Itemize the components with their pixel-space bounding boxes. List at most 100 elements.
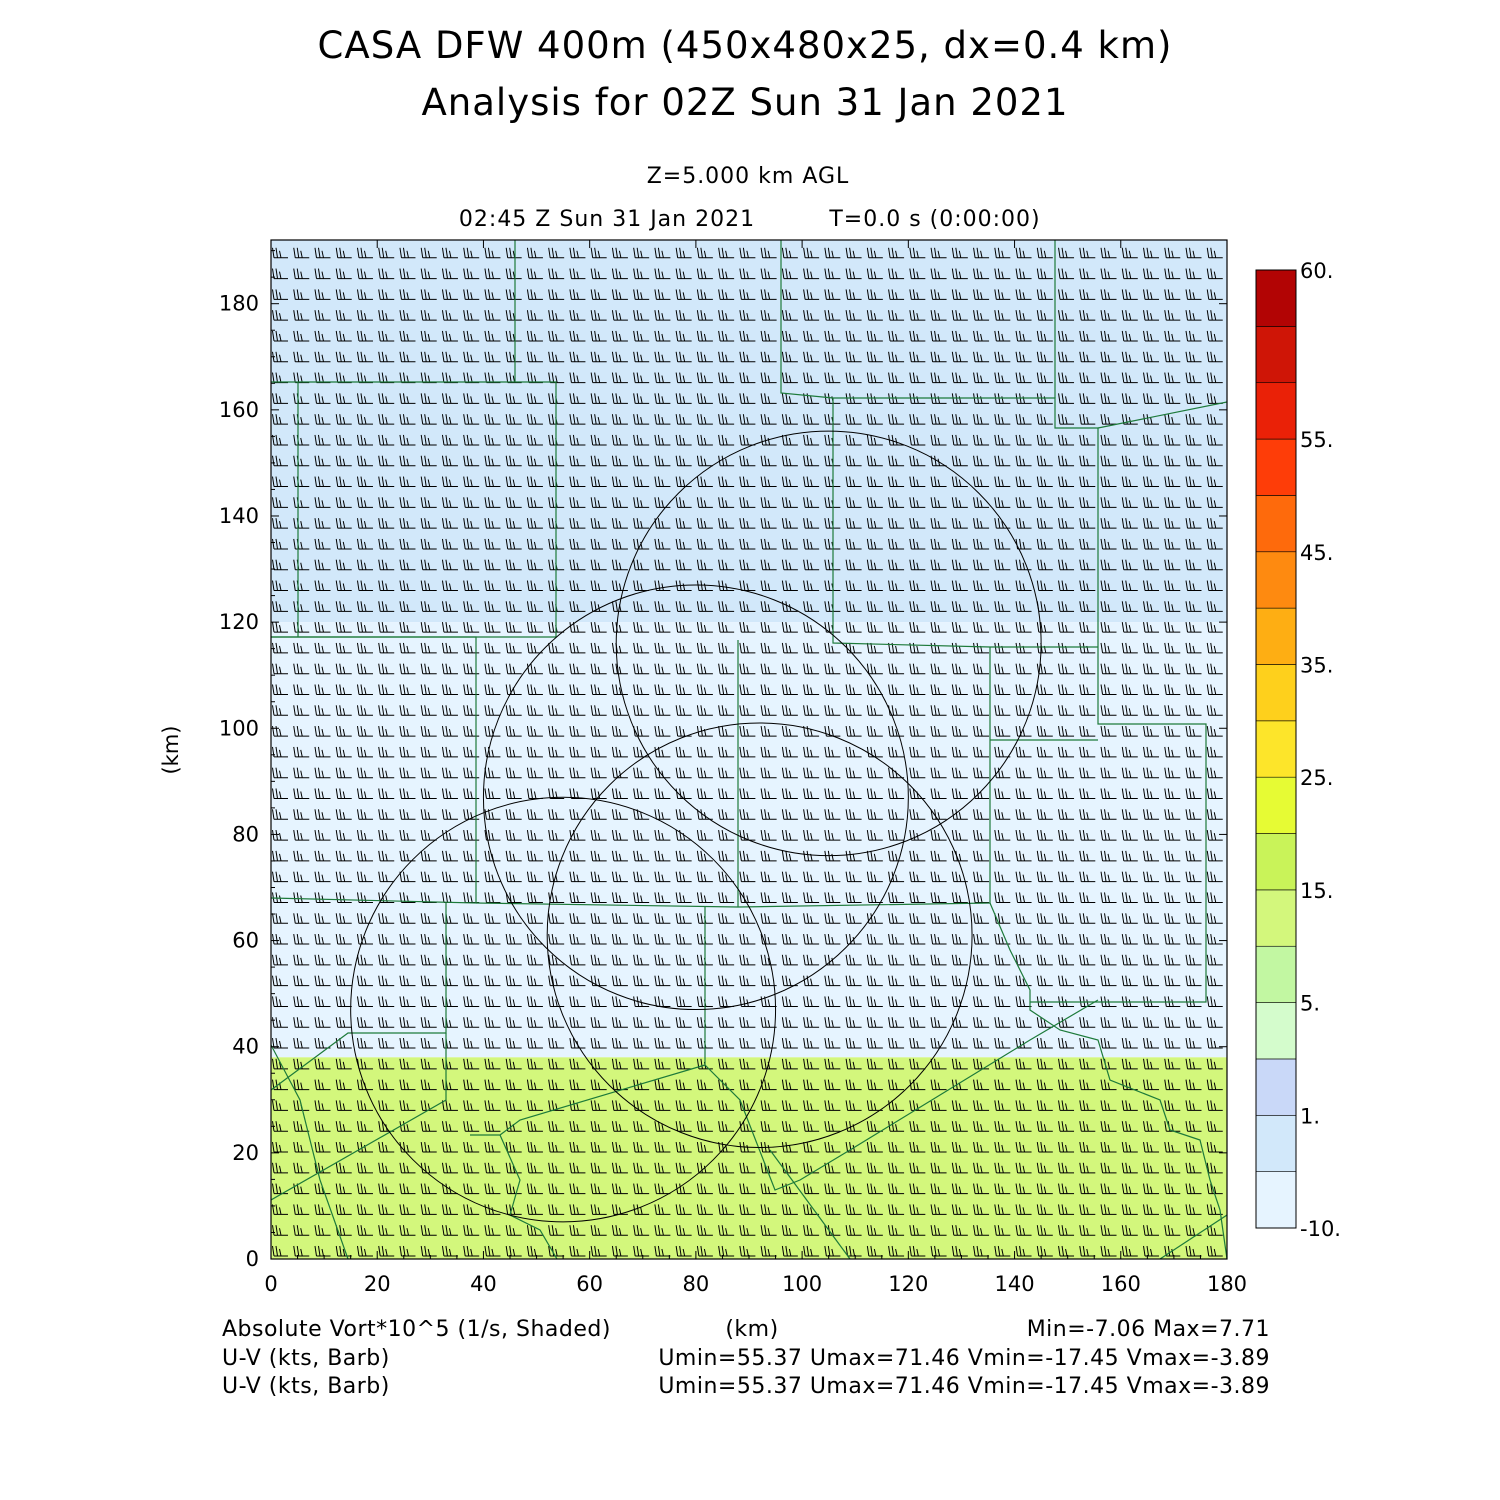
wind-barb — [463, 414, 480, 425]
wind-barb — [526, 1162, 543, 1174]
wind-barb — [1185, 497, 1202, 508]
wind-barb — [951, 1121, 968, 1132]
wind-barb — [293, 1183, 310, 1195]
wind-barb — [909, 892, 926, 903]
wind-barb — [1058, 351, 1075, 363]
wind-barb — [590, 1183, 607, 1195]
wind-barb — [356, 1037, 373, 1049]
wind-barb — [335, 933, 352, 945]
wind-barb — [994, 518, 1011, 529]
wind-barb — [569, 1162, 586, 1174]
colorbar-swatch — [1255, 1171, 1297, 1229]
wind-barb — [293, 913, 310, 924]
wind-barb — [781, 933, 798, 945]
wind-barb — [611, 1037, 628, 1049]
wind-barb — [824, 372, 841, 384]
wind-barb — [590, 1017, 607, 1028]
wind-barb — [760, 1037, 777, 1049]
wind-barb — [803, 996, 820, 1007]
wind-barb — [272, 1058, 288, 1070]
wind-barb — [378, 434, 395, 446]
wind-barb — [1206, 1204, 1223, 1215]
wind-barb — [441, 434, 458, 446]
wind-barb — [590, 684, 607, 696]
wind-barb — [951, 247, 968, 259]
wind-barb — [484, 1017, 501, 1028]
wind-barb — [654, 1141, 671, 1153]
wind-barb — [399, 476, 416, 488]
wind-barb — [824, 1017, 841, 1028]
wind-barb — [526, 830, 543, 841]
wind-barb — [293, 871, 310, 883]
wind-barb — [696, 455, 713, 467]
wind-barb — [293, 1141, 310, 1153]
wind-barb — [611, 871, 628, 883]
wind-barb — [1143, 1079, 1160, 1091]
wind-barb — [951, 268, 968, 280]
wind-barb — [633, 476, 650, 488]
wind-barb — [1206, 1058, 1223, 1070]
level-label: Z=5.000 km AGL — [647, 164, 850, 189]
wind-barb — [378, 455, 395, 467]
wind-barb — [760, 1183, 777, 1195]
wind-barb — [1206, 663, 1223, 675]
wind-barb — [378, 1058, 395, 1070]
wind-barb — [760, 497, 777, 508]
wind-barb — [1185, 954, 1202, 966]
wind-barb — [1015, 330, 1032, 342]
wind-barb — [675, 1037, 692, 1049]
wind-barb — [484, 871, 501, 883]
boundary-line — [271, 1033, 447, 1201]
wind-barb — [930, 518, 947, 529]
wind-barb — [399, 497, 416, 508]
wind-barb — [930, 476, 947, 488]
wind-barb — [1079, 788, 1096, 799]
wind-barb — [526, 933, 543, 945]
colorbar-swatch — [1255, 1058, 1297, 1116]
wind-barb — [1121, 1204, 1138, 1215]
wind-barb — [930, 268, 947, 280]
wind-barb — [845, 1121, 862, 1132]
wind-barb — [526, 809, 543, 820]
wind-barb — [803, 726, 820, 737]
wind-barb — [1185, 1245, 1202, 1257]
wind-barb — [760, 726, 777, 737]
wind-barb — [484, 809, 501, 820]
wind-barb — [569, 1017, 586, 1028]
wind-barb — [675, 268, 692, 280]
wind-barb — [866, 414, 883, 425]
wind-barb — [441, 351, 458, 363]
wind-barb — [378, 1037, 395, 1049]
wind-barb — [1164, 1162, 1181, 1174]
colorbar-label: 35. — [1300, 653, 1333, 677]
wind-barb — [293, 767, 310, 779]
wind-barb — [1164, 351, 1181, 363]
wind-barb — [441, 580, 458, 592]
wind-barb — [1100, 518, 1117, 529]
wind-barb — [399, 746, 416, 758]
wind-barb — [739, 996, 756, 1007]
wind-barb — [335, 746, 352, 758]
wind-barb — [973, 1162, 990, 1174]
wind-barb — [1015, 310, 1032, 321]
wind-barb — [548, 996, 565, 1007]
wind-barb — [1206, 933, 1223, 945]
wind-barb — [1036, 351, 1053, 363]
wind-barb — [590, 1121, 607, 1132]
wind-barb — [356, 1017, 373, 1028]
wind-barb — [824, 289, 841, 300]
wind-barb — [548, 788, 565, 799]
y-tick-label: 80 — [232, 822, 259, 846]
wind-barb — [463, 351, 480, 363]
colorbar-label: -10. — [1300, 1217, 1341, 1241]
wind-barb — [994, 247, 1011, 259]
wind-barb — [866, 1121, 883, 1132]
wind-barb — [1206, 892, 1223, 903]
wind-barb — [718, 788, 735, 799]
wind-barb — [718, 414, 735, 425]
wind-barb — [909, 642, 926, 654]
wind-barb — [293, 1121, 310, 1132]
wind-barb — [633, 1225, 650, 1236]
wind-barb — [1036, 746, 1053, 758]
wind-barb — [463, 1079, 480, 1091]
